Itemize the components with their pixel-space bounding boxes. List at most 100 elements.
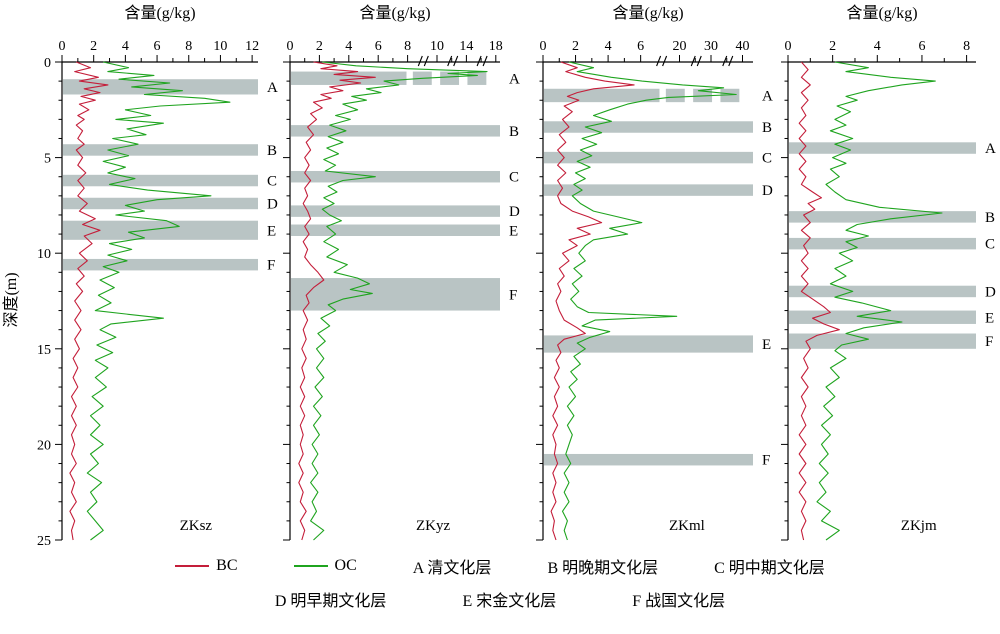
layer-label: E — [762, 337, 771, 353]
x-tick-label: 10 — [213, 39, 227, 54]
depth-tick-label: 25 — [37, 534, 51, 549]
layer-band — [789, 285, 976, 298]
x-tick-label: 8 — [963, 39, 970, 54]
layer-label: D — [985, 284, 996, 300]
layer-label: B — [509, 124, 519, 140]
axis-break-mark — [690, 55, 696, 67]
axis-break-mark — [728, 55, 734, 67]
axis-break-mark — [417, 55, 423, 67]
depth-tick-label: 5 — [44, 152, 51, 167]
legend-item-oc: OC — [293, 557, 357, 575]
legend-item-bc: BC — [175, 557, 238, 575]
layer-label: A — [509, 71, 520, 87]
layer-band — [63, 79, 258, 95]
layer-label: E — [985, 310, 994, 326]
layer-band — [789, 237, 976, 250]
x-tick-label: 10 — [430, 39, 444, 54]
legend-layer-f: F 战国文化层 — [632, 593, 726, 610]
layer-label: C — [267, 174, 277, 190]
axis-break-mark — [476, 55, 482, 67]
layer-band-dash — [665, 88, 685, 103]
series-oc — [310, 61, 488, 541]
axis-break-mark — [656, 55, 662, 67]
axis-break-mark — [447, 55, 453, 67]
layer-label: B — [762, 120, 772, 136]
x-tick-label: 20 — [673, 39, 687, 54]
depth-tick-label: 20 — [37, 438, 51, 453]
layer-label: D — [267, 196, 278, 212]
layer-band — [291, 125, 500, 137]
layer-label: C — [509, 170, 519, 186]
x-tick-label: 8 — [404, 39, 411, 54]
series-bc — [69, 61, 109, 541]
legend-layer-c: C 明中期文化层 — [714, 560, 825, 577]
legend-layer-e: E 宋金文化层 — [462, 593, 557, 610]
depth-tick-label: 0 — [44, 56, 51, 71]
layer-label: F — [267, 258, 275, 274]
layer-band — [789, 211, 976, 223]
x-tick-label: 2 — [316, 39, 323, 54]
layer-label: D — [762, 183, 773, 199]
layer-band — [291, 71, 407, 85]
legend-row-1: BC OC A 清文化层 B 明晚期文化层 C 明中期文化层 — [0, 554, 1000, 578]
x-tick-label: 4 — [345, 39, 352, 54]
layer-band — [291, 278, 500, 311]
depth-tick-label: 10 — [37, 247, 51, 262]
series-bc — [550, 61, 635, 541]
depth-tick-label: 15 — [37, 343, 51, 358]
x-tick-label: 2 — [829, 39, 836, 54]
x-tick-label: 6 — [918, 39, 925, 54]
x-tick-label: 6 — [375, 39, 382, 54]
layer-band — [63, 174, 258, 187]
x-tick-label: 4 — [874, 39, 881, 54]
x-tick-label: 2 — [90, 39, 97, 54]
layer-label: F — [509, 287, 517, 303]
axis-break-mark — [696, 55, 702, 67]
legend-layer-b: B 明晚期文化层 — [547, 560, 659, 577]
panel-name: ZKml — [669, 518, 705, 534]
layer-band — [291, 170, 500, 183]
layer-band — [544, 184, 753, 196]
layer-band — [63, 144, 258, 156]
layer-band — [544, 88, 660, 103]
x-tick-label: 0 — [287, 39, 294, 54]
layer-label: A — [762, 88, 773, 104]
layer-label: A — [267, 80, 278, 96]
panel-name: ZKyz — [416, 518, 450, 534]
x-tick-label: 4 — [122, 39, 129, 54]
layer-band — [789, 142, 976, 154]
layer-band-dash — [720, 88, 740, 103]
layer-band — [63, 220, 258, 240]
layer-band — [63, 258, 258, 271]
legend-layer-d: D 明早期文化层 — [274, 593, 387, 610]
layer-band — [544, 121, 753, 133]
x-tick-label: 4 — [605, 39, 612, 54]
x-tick-label: 18 — [489, 39, 503, 54]
layer-label: F — [762, 453, 770, 469]
x-tick-label: 30 — [704, 39, 718, 54]
x-tick-label: 0 — [59, 39, 66, 54]
layer-band — [544, 151, 753, 164]
layer-label: A — [985, 141, 996, 157]
layer-label: C — [762, 151, 772, 167]
layer-band-dash — [467, 71, 487, 85]
panel-name: ZKjm — [901, 518, 937, 534]
depth-axis-title: 深度(m) — [2, 272, 20, 327]
x-axis-title: 含量(g/kg) — [124, 4, 195, 22]
x-axis-title: 含量(g/kg) — [612, 4, 683, 22]
layer-label: B — [985, 210, 995, 226]
x-tick-label: 8 — [185, 39, 192, 54]
legend-oc-label: OC — [334, 557, 357, 574]
layer-band — [291, 205, 500, 217]
layer-band — [544, 453, 753, 466]
axis-break-mark — [662, 55, 668, 67]
layer-band — [291, 224, 500, 236]
axis-break-mark — [722, 55, 728, 67]
axis-break-mark — [453, 55, 459, 67]
panel-name: ZKsz — [180, 518, 213, 534]
layer-band — [63, 197, 258, 210]
oc-line-swatch — [293, 565, 328, 567]
bc-line-swatch — [175, 565, 210, 567]
legend-row-2: D 明早期文化层 E 宋金文化层 F 战国文化层 — [0, 587, 1000, 611]
